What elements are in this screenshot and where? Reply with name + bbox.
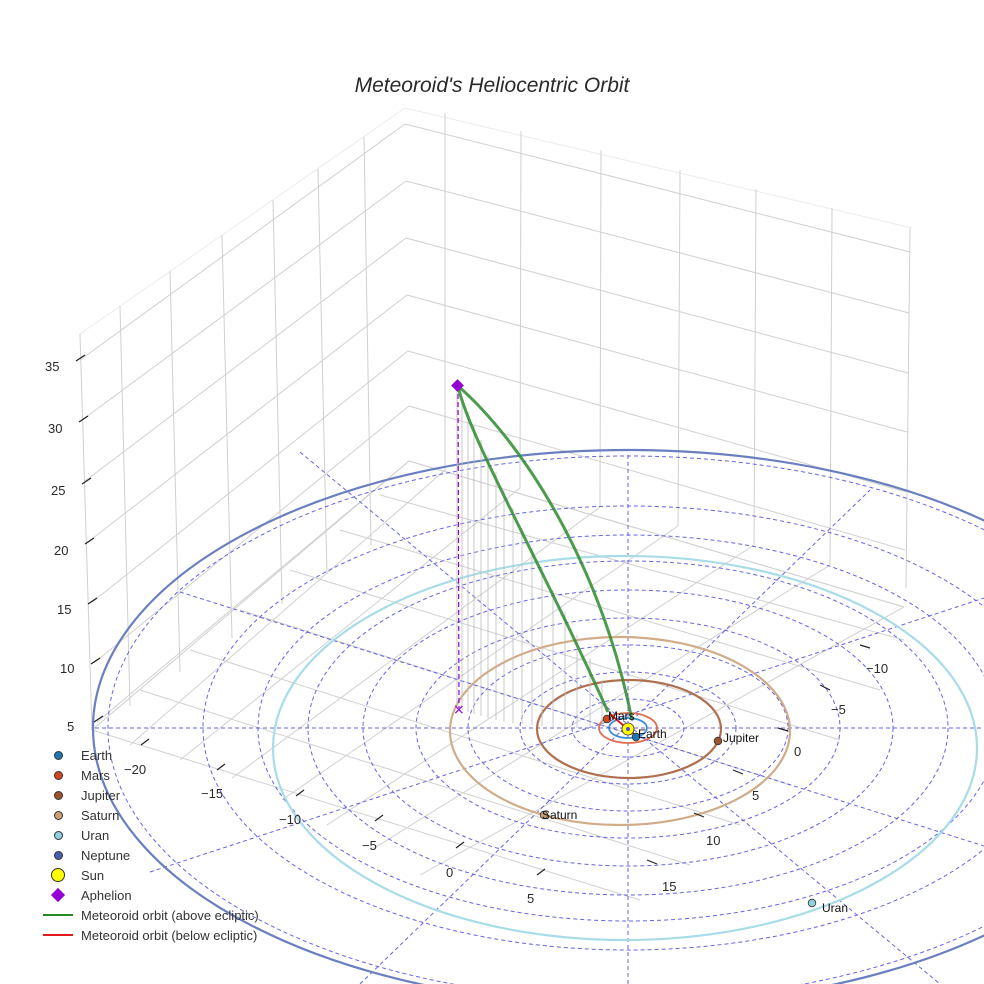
y-tick-neg10: −10 (866, 661, 888, 676)
mars-orbit (598, 712, 658, 744)
jupiter-icon (53, 790, 63, 800)
earth-orbit (608, 717, 648, 739)
jupiter-label: Jupiter (723, 731, 759, 745)
earth-icon (53, 750, 63, 760)
meteoroid-orbit-above-back (457, 384, 634, 721)
meteoroid-orbit-above (456, 385, 610, 713)
y-axis (646, 644, 871, 865)
x-tick-5: 5 (527, 891, 534, 906)
saturn-orbit (448, 635, 792, 827)
mars-marker (602, 714, 612, 724)
neptune-icon (53, 850, 63, 860)
legend-item-jupiter: Jupiter (38, 785, 259, 805)
neptune-orbit (92, 448, 984, 984)
z-tick-20: 20 (54, 543, 68, 558)
green-line-icon (43, 914, 73, 916)
uran-label: Uran (822, 901, 848, 915)
saturn-label: Saturn (542, 808, 577, 822)
legend-item-sun: Sun (38, 865, 259, 885)
legend-item-orbit-below: Meteoroid orbit (below ecliptic) (38, 925, 259, 945)
z-tick-10: 10 (60, 661, 74, 676)
y-tick-15: 15 (662, 879, 676, 894)
z-tick-35: 35 (45, 359, 59, 374)
legend-item-saturn: Saturn (38, 805, 259, 825)
legend-item-aphelion: Aphelion (38, 885, 259, 905)
x-axis (140, 738, 546, 876)
z-tick-30: 30 (48, 421, 62, 436)
aphelion-marker (451, 379, 464, 392)
chart-title: Meteoroid's Heliocentric Orbit (354, 74, 630, 97)
jupiter-orbit (535, 678, 723, 780)
y-tick-0: 0 (794, 744, 801, 759)
earth-marker (631, 732, 641, 742)
legend-item-uran: Uran (38, 825, 259, 845)
z-axis (75, 354, 104, 723)
legend-item-mars: Mars (38, 765, 259, 785)
axis-box-grid (79, 107, 913, 901)
saturn-icon (53, 810, 63, 820)
aphelion-projection-line (457, 385, 460, 709)
mars-label: Mars (608, 709, 635, 723)
red-line-icon (43, 934, 73, 936)
aphelion-projection-marker: × (453, 702, 465, 718)
saturn-marker (539, 810, 549, 820)
uran-icon (53, 830, 63, 840)
y-tick-neg5: −5 (831, 702, 846, 717)
sun-icon (51, 868, 65, 882)
ecliptic-grid (95, 451, 984, 984)
mars-icon (53, 770, 63, 780)
diamond-icon (50, 887, 66, 903)
uran-marker (807, 898, 817, 908)
legend-item-neptune: Neptune (38, 845, 259, 865)
uran-orbit (271, 554, 979, 942)
y-tick-10: 10 (706, 833, 720, 848)
z-tick-5: 5 (67, 719, 74, 734)
x-tick-0: 0 (446, 865, 453, 880)
z-tick-15: 15 (57, 602, 71, 617)
legend: Earth Mars Jupiter Saturn Uran Neptune S… (38, 745, 259, 945)
planet-orbits (92, 448, 984, 984)
legend-item-earth: Earth (38, 745, 259, 765)
x-tick-neg10: −10 (279, 812, 301, 827)
planets (539, 714, 817, 908)
z-tick-25: 25 (51, 483, 65, 498)
earth-label: Earth (638, 727, 667, 741)
legend-item-orbit-above: Meteoroid orbit (above ecliptic) (38, 905, 259, 925)
x-tick-neg20: −20 (124, 762, 146, 777)
jupiter-marker (713, 736, 723, 746)
x-tick-neg5: −5 (362, 838, 377, 853)
drop-lines (456, 390, 603, 728)
x-tick-neg15: −15 (201, 786, 223, 801)
y-tick-5: 5 (752, 788, 759, 803)
